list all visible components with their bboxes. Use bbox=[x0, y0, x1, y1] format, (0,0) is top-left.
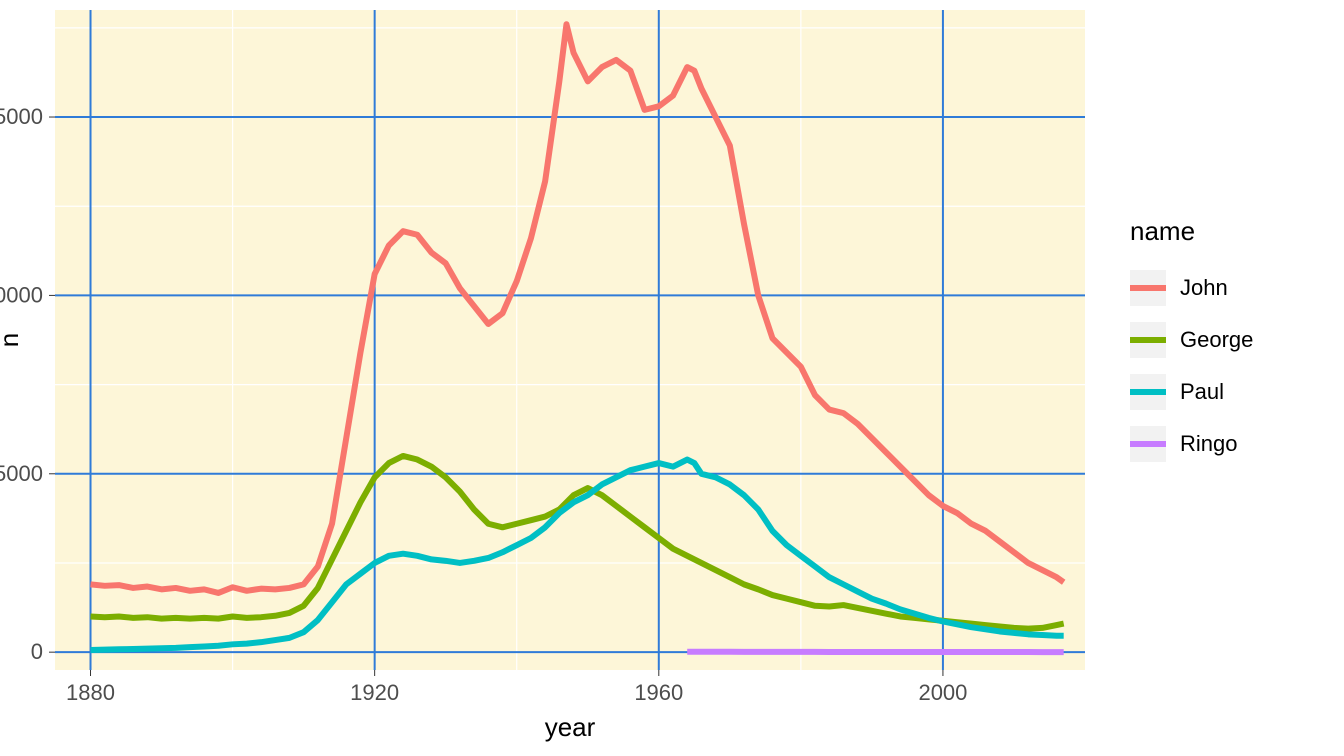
legend-title: name bbox=[1130, 216, 1195, 246]
legend-label: Ringo bbox=[1180, 431, 1237, 456]
x-tick-label: 2000 bbox=[918, 680, 967, 705]
y-tick-label: 75000 bbox=[0, 104, 43, 129]
legend-label: Paul bbox=[1180, 379, 1224, 404]
y-axis-title: n bbox=[0, 333, 24, 347]
name-popularity-chart: 1880 1920 1960 2000 0 25000 50000 75000 year n nam… bbox=[0, 0, 1344, 756]
chart-canvas: 1880 1920 1960 2000 0 25000 50000 75000 year n nam… bbox=[0, 0, 1344, 756]
panel-background bbox=[55, 10, 1085, 670]
legend-label: John bbox=[1180, 275, 1228, 300]
legend-label: George bbox=[1180, 327, 1253, 352]
y-tick-label: 50000 bbox=[0, 282, 43, 307]
y-tick-label: 25000 bbox=[0, 461, 43, 486]
x-tick-label: 1880 bbox=[66, 680, 115, 705]
x-axis-title: year bbox=[545, 712, 596, 742]
x-tick-label: 1920 bbox=[350, 680, 399, 705]
legend: name John George Paul Ringo bbox=[1130, 216, 1253, 462]
y-tick-label: 0 bbox=[31, 639, 43, 664]
x-tick-label: 1960 bbox=[634, 680, 683, 705]
